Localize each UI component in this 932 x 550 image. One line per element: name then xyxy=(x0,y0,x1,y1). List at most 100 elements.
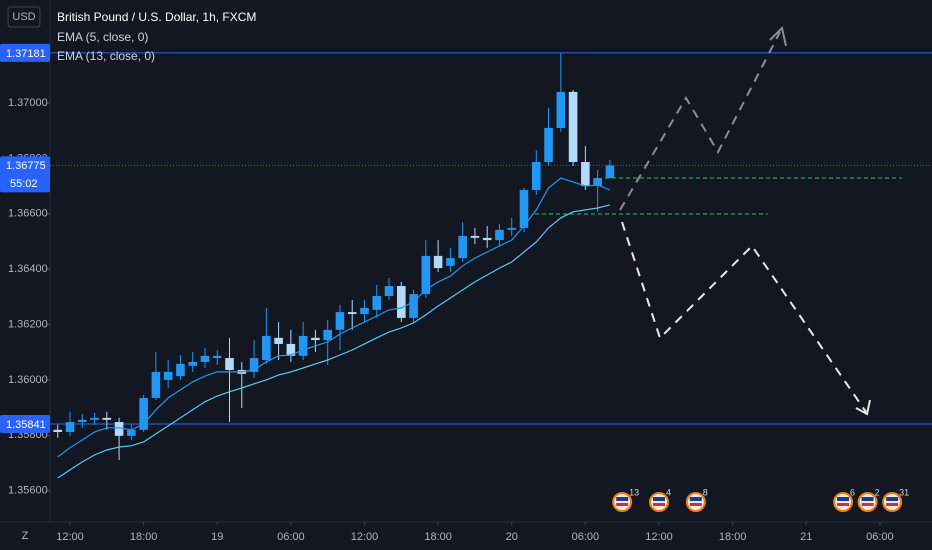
candle-body xyxy=(102,417,112,420)
event-count: 8 xyxy=(703,487,708,497)
event-count: 31 xyxy=(899,487,909,497)
price-label-box xyxy=(0,43,50,62)
x-tick-label: 12:00 xyxy=(351,531,379,543)
candle-body xyxy=(507,227,517,230)
candle-body xyxy=(90,417,99,420)
candle-body xyxy=(249,358,259,372)
price-label: 1.35841 xyxy=(6,419,46,431)
candle-body xyxy=(77,419,87,423)
event-count: 13 xyxy=(629,487,639,497)
event-flag xyxy=(886,497,899,501)
candle-body xyxy=(176,363,185,377)
y-tick-label: 1.36600 xyxy=(8,208,48,220)
projection-up xyxy=(619,31,781,211)
y-tick-label: 1.36200 xyxy=(8,318,48,330)
candle-body xyxy=(531,162,541,190)
candle-body xyxy=(323,329,332,341)
arrow-head xyxy=(855,399,871,416)
scale-mode[interactable]: Z xyxy=(22,530,29,542)
event-flag xyxy=(689,503,702,506)
ema-line xyxy=(57,177,611,458)
candle-body xyxy=(212,355,222,359)
event-flag xyxy=(886,503,899,506)
x-tick-label: 18:00 xyxy=(130,531,158,543)
y-tick-label: 1.37000 xyxy=(8,97,48,109)
y-tick-label: 1.35600 xyxy=(8,485,48,497)
candle-body xyxy=(200,355,210,362)
candle-body xyxy=(470,235,480,238)
candle-body xyxy=(335,312,345,330)
candle-body xyxy=(421,255,431,295)
x-tick-label: 06:00 xyxy=(572,531,600,543)
candle-body xyxy=(347,312,357,315)
x-tick-label: 21 xyxy=(800,531,812,543)
candle-body xyxy=(593,178,602,187)
candle-body xyxy=(446,258,455,266)
event-flag xyxy=(861,503,874,506)
x-tick-label: 19 xyxy=(211,531,223,543)
candle-body xyxy=(298,335,308,356)
event-flag xyxy=(652,503,665,506)
candle-body xyxy=(409,294,418,318)
chart-title: British Pound / U.S. Dollar, 1h, FXCM xyxy=(57,10,256,24)
legend-entry: EMA (13, close, 0) xyxy=(57,49,155,63)
event-flag xyxy=(689,497,702,501)
event-count: 6 xyxy=(850,487,855,497)
x-tick-label: 06:00 xyxy=(866,531,894,543)
plot: 1.356001.358001.360001.362001.364001.366… xyxy=(8,52,932,543)
ema-line xyxy=(57,204,611,479)
candle-body xyxy=(311,337,320,341)
x-tick-label: 12:00 xyxy=(56,531,84,543)
candle-body xyxy=(360,307,369,315)
event-flag xyxy=(837,497,850,501)
candle-body xyxy=(53,429,63,432)
candle-body xyxy=(605,165,615,179)
candle-body xyxy=(286,343,296,356)
candle-body xyxy=(568,91,578,162)
candle-body xyxy=(482,237,492,241)
event-flag xyxy=(652,497,665,501)
last-price-box xyxy=(0,156,50,193)
last-price-label: 1.36775 xyxy=(6,160,46,172)
candle-body xyxy=(127,429,136,436)
candle-body xyxy=(384,286,394,297)
candle-body xyxy=(114,422,124,436)
candle-body xyxy=(556,91,566,128)
event-flag xyxy=(616,497,629,501)
arrow-head xyxy=(769,26,787,47)
x-tick-label: 12:00 xyxy=(645,531,673,543)
price-label-box xyxy=(0,414,50,433)
currency: USD xyxy=(12,11,35,23)
x-tick-label: 20 xyxy=(506,531,518,543)
x-tick-label: 18:00 xyxy=(424,531,452,543)
candle-body xyxy=(544,127,553,162)
candle-body xyxy=(151,371,161,398)
event-count: 4 xyxy=(666,487,671,497)
candle-body xyxy=(433,255,443,269)
candle-body xyxy=(139,397,148,430)
candle-body xyxy=(397,286,406,318)
candle-body xyxy=(372,296,382,310)
event-flag xyxy=(861,497,874,501)
x-tick-label: 06:00 xyxy=(277,531,305,543)
candle-body xyxy=(581,162,590,187)
candle-body xyxy=(519,189,529,228)
y-tick-label: 1.36000 xyxy=(8,374,48,386)
candle-body xyxy=(262,335,271,360)
event-flag xyxy=(616,503,629,506)
candle-body xyxy=(495,229,504,241)
projection-down xyxy=(621,221,867,413)
projection-drawings xyxy=(619,26,871,416)
legend-entry: EMA (5, close, 0) xyxy=(57,30,148,44)
event-count: 2 xyxy=(875,487,880,497)
countdown: 55:02 xyxy=(10,178,38,190)
event-flag xyxy=(837,503,850,506)
candle-body xyxy=(65,422,75,432)
candle-body xyxy=(225,358,234,370)
candle-body xyxy=(458,235,467,259)
price-label: 1.37181 xyxy=(6,48,46,60)
candle-body xyxy=(163,371,173,380)
currency-box[interactable] xyxy=(7,6,41,28)
